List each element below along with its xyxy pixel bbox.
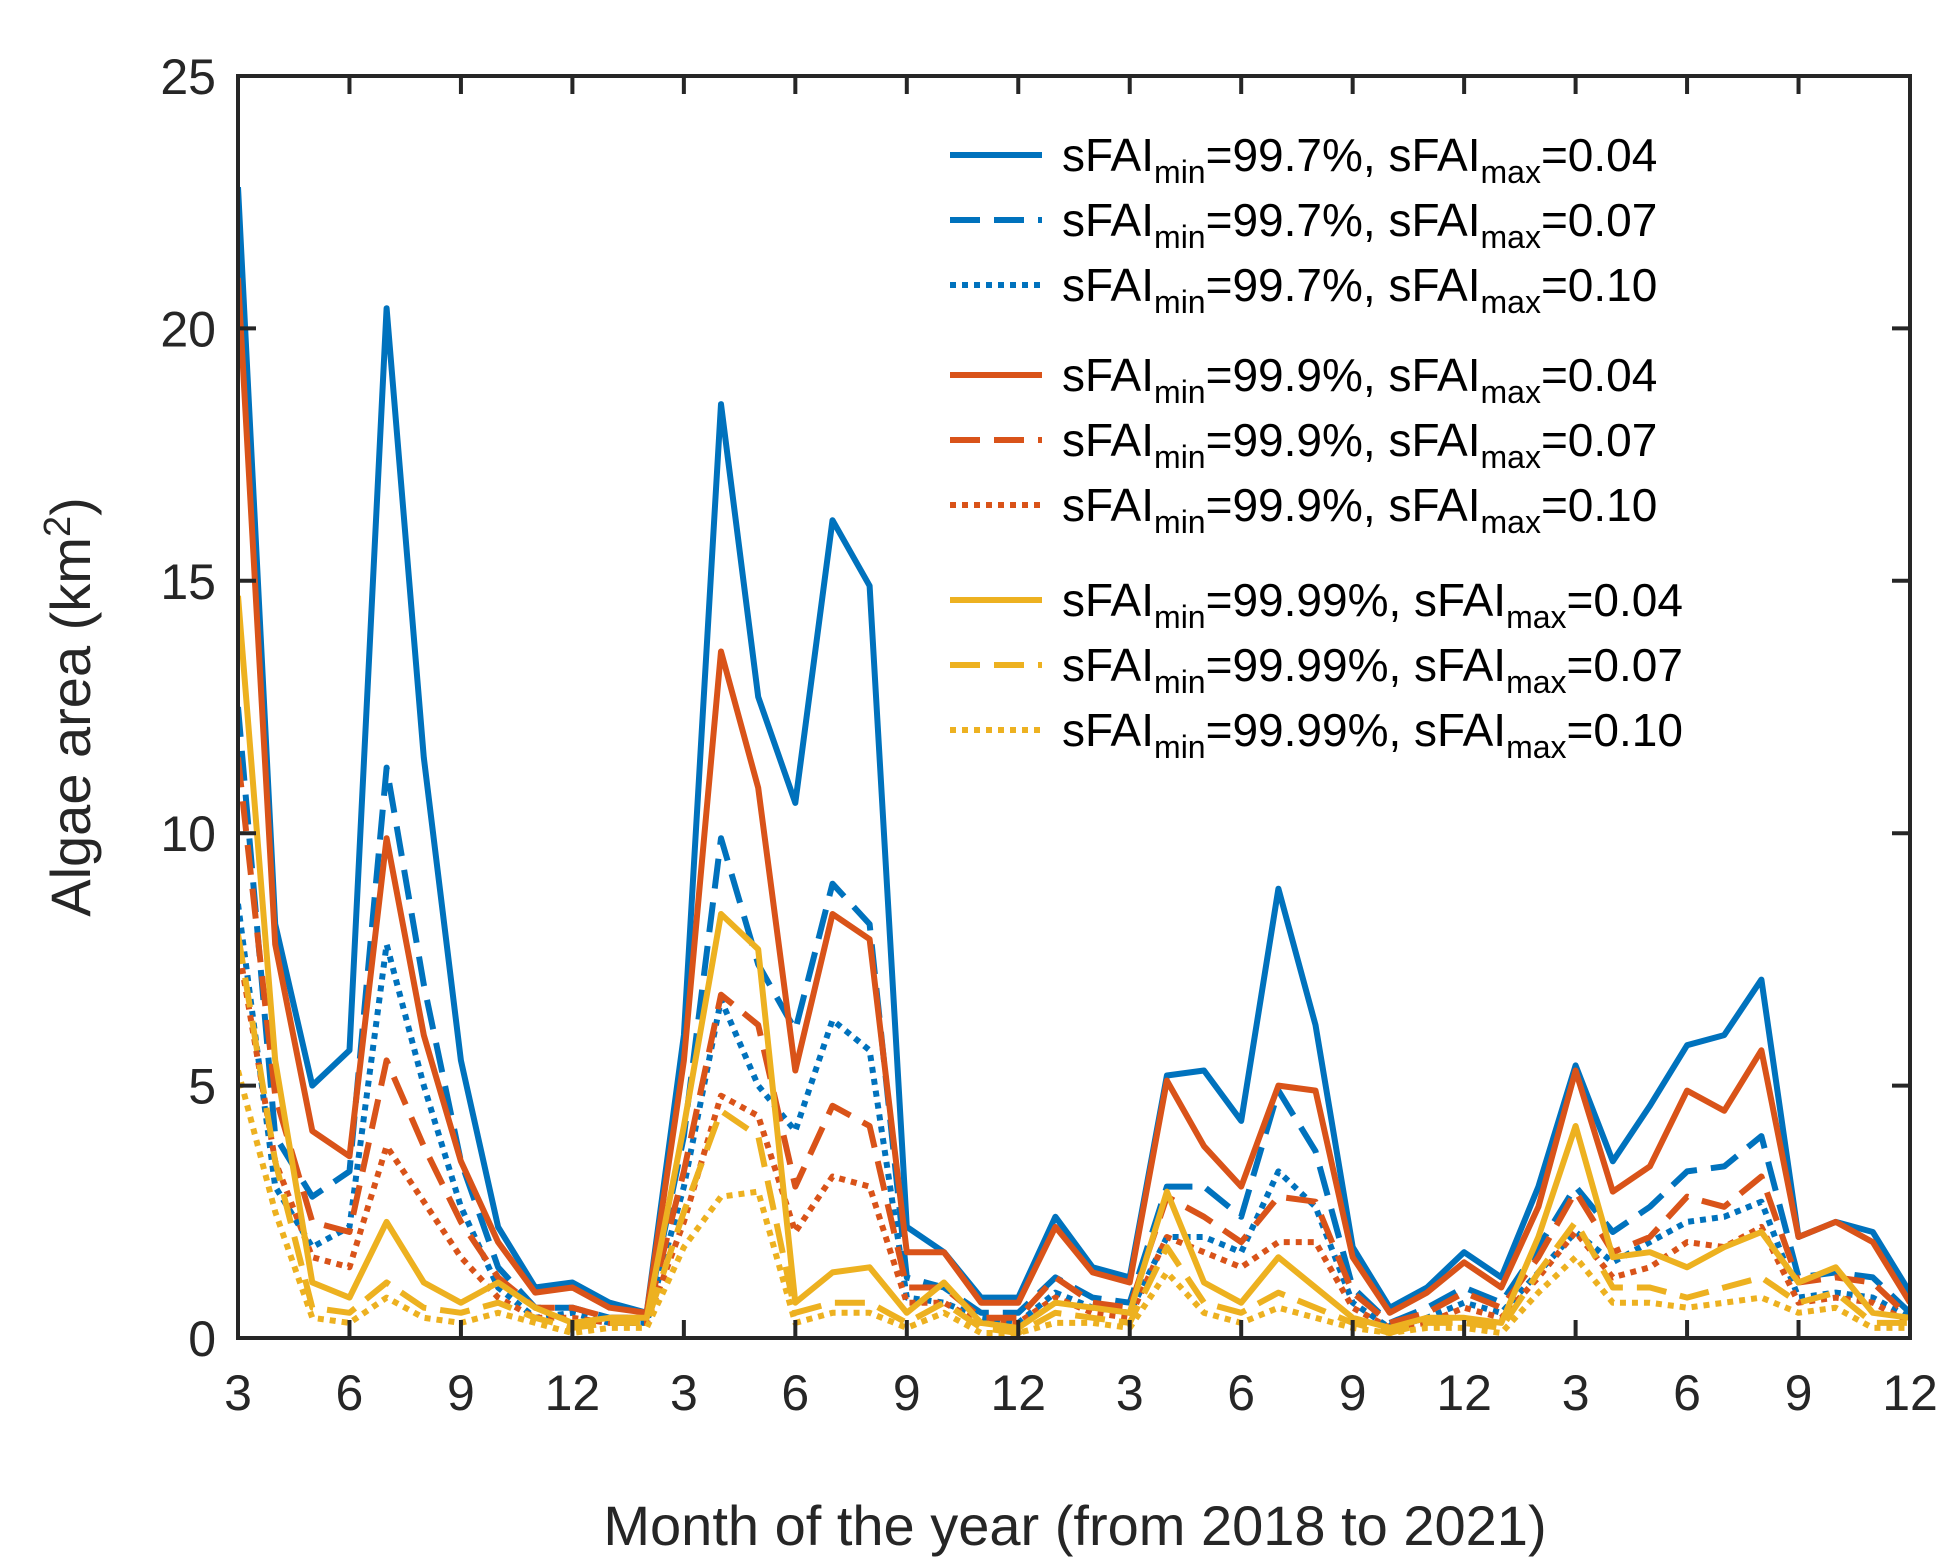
y-tick-label: 0: [188, 1311, 216, 1367]
legend-label-3: sFAImin=99.7%, sFAImax=0.10: [1062, 259, 1657, 320]
x-tick-label: 12: [1436, 1365, 1492, 1421]
x-tick-label: 12: [545, 1365, 601, 1421]
y-tick-label: 25: [160, 49, 216, 105]
series-line-9: [238, 1069, 1910, 1336]
y-tick-label: 20: [160, 301, 216, 357]
tick-layer: 0 5 10 15 20 25 3 6 9 12 3 6 9 12 3 6 9 12 3 6 9 12: [160, 49, 1937, 1421]
x-tick-label: 6: [1673, 1365, 1701, 1421]
series-line-4: [238, 277, 1910, 1316]
legend-label-4: sFAImin=99.9%, sFAImax=0.04: [1062, 349, 1657, 410]
x-tick-label: 3: [1116, 1365, 1144, 1421]
x-axis-label: Month of the year (from 2018 to 2021): [603, 1494, 1546, 1557]
x-tick-label: 6: [336, 1365, 364, 1421]
legend-label-9: sFAImin=99.99%, sFAImax=0.10: [1062, 704, 1683, 765]
legend-label-6: sFAImin=99.9%, sFAImax=0.10: [1062, 479, 1657, 540]
x-tick-label: 6: [1227, 1365, 1255, 1421]
x-tick-label: 6: [781, 1365, 809, 1421]
legend-label-8: sFAImin=99.99%, sFAImax=0.07: [1062, 639, 1683, 700]
x-tick-label: 12: [1882, 1365, 1938, 1421]
series-line-5: [238, 757, 1910, 1326]
series-layer: [238, 186, 1910, 1336]
x-tick-label: 9: [447, 1365, 475, 1421]
y-axis-label: Algae area (km2): [37, 497, 102, 917]
y-tick-label: 10: [160, 806, 216, 862]
x-tick-label: 12: [990, 1365, 1046, 1421]
x-tick-label: 9: [893, 1365, 921, 1421]
series-line-1: [238, 186, 1910, 1316]
series-line-3: [238, 903, 1910, 1331]
legend-label-5: sFAImin=99.9%, sFAImax=0.07: [1062, 414, 1657, 475]
legend: sFAImin=99.7%, sFAImax=0.04sFAImin=99.7%…: [950, 129, 1683, 765]
x-tick-label: 9: [1339, 1365, 1367, 1421]
x-tick-label: 3: [1562, 1365, 1590, 1421]
legend-label-7: sFAImin=99.99%, sFAImax=0.04: [1062, 574, 1683, 635]
y-tick-label: 15: [160, 554, 216, 610]
x-tick-label: 9: [1785, 1365, 1813, 1421]
y-tick-label: 5: [188, 1059, 216, 1115]
series-line-6: [238, 943, 1910, 1331]
x-tick-label: 3: [670, 1365, 698, 1421]
legend-label-1: sFAImin=99.7%, sFAImax=0.04: [1062, 129, 1657, 190]
series-line-7: [238, 595, 1910, 1331]
x-tick-label: 3: [224, 1365, 252, 1421]
legend-label-2: sFAImin=99.7%, sFAImax=0.07: [1062, 194, 1657, 255]
plot-frame: [236, 74, 1912, 1340]
